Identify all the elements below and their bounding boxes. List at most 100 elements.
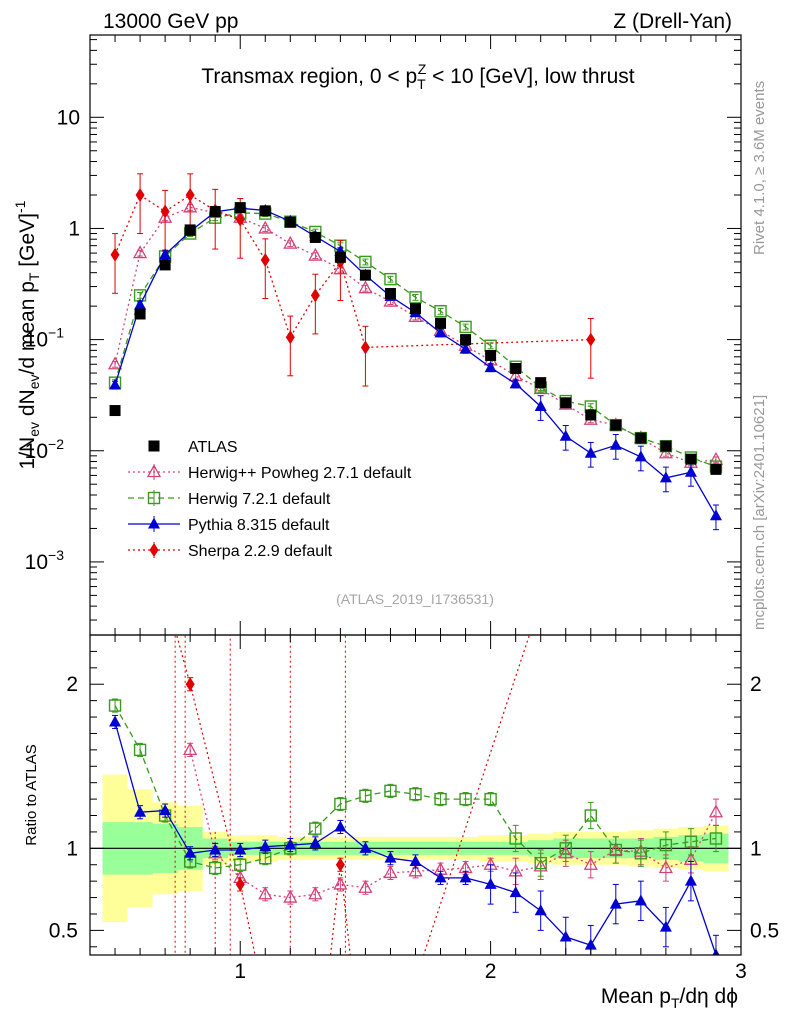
ratio-point-pythia xyxy=(634,894,647,906)
ratio-point-herwigpp xyxy=(283,889,298,903)
ratio-y-tick-label-left: 0.5 xyxy=(49,919,78,942)
ratio-point-pythia xyxy=(109,715,122,727)
point-data xyxy=(159,259,171,271)
ratio-point-herwig7 xyxy=(434,792,447,806)
point-data xyxy=(309,231,321,243)
y-tick-exponent: −1 xyxy=(48,325,64,341)
point-herwig7 xyxy=(359,255,372,269)
ratio-point-pythia xyxy=(209,843,222,855)
ratio-point-pythia xyxy=(234,843,247,855)
point-pythia xyxy=(559,429,572,441)
legend-label: Sherpa 2.2.9 default xyxy=(188,543,333,560)
ratio-point-herwigpp xyxy=(258,886,273,900)
ratio-point-herwig7 xyxy=(208,861,222,875)
y-tick-exponent: −3 xyxy=(48,547,64,563)
ratio-point-pythia xyxy=(509,886,522,898)
point-pythia xyxy=(634,450,647,462)
ratio-point-herwig7 xyxy=(359,789,372,803)
y-tick-label: 10−1 xyxy=(25,325,65,352)
point-data xyxy=(710,463,722,475)
ratio-series-herwigpp xyxy=(183,742,724,905)
ratio-point-herwig7 xyxy=(659,838,673,852)
ratio-clipped xyxy=(90,635,741,955)
legend-marker xyxy=(148,517,160,529)
point-data xyxy=(685,453,697,465)
ratio-point-pythia xyxy=(534,904,547,916)
y-tick-label: 10 xyxy=(57,106,80,129)
point-data xyxy=(585,409,597,421)
ratio-series-sherpa xyxy=(185,677,345,892)
y-tick-base: 10 xyxy=(25,329,48,352)
point-data xyxy=(184,224,196,236)
point-pythia xyxy=(159,248,172,260)
point-data xyxy=(384,287,396,299)
point-pythia xyxy=(484,361,497,373)
ratio-point-herwig7 xyxy=(584,809,597,822)
line-sherpa xyxy=(114,194,591,349)
y-tick-exponent: −2 xyxy=(48,436,64,452)
ratio-point-herwig7 xyxy=(509,832,522,845)
x-tick-label: 1 xyxy=(234,960,246,983)
ratio-y-tick-label-right: 2 xyxy=(750,673,762,696)
ratio-point-pythia xyxy=(609,897,622,909)
point-herwig7 xyxy=(459,320,472,334)
ratio-point-herwigpp xyxy=(358,879,373,893)
point-sherpa xyxy=(110,247,120,262)
series-herwigpp xyxy=(107,199,724,468)
legend-marker xyxy=(149,543,159,557)
ratio-point-herwig7 xyxy=(234,858,247,871)
point-data xyxy=(410,303,421,315)
point-pythia xyxy=(134,298,147,310)
ratio-line-sherpa xyxy=(423,635,531,955)
legend-label: Herwig++ Powheg 2.7.1 default xyxy=(188,465,412,482)
point-data xyxy=(259,205,271,217)
ratio-y-tick-label-right: 0.5 xyxy=(750,919,779,942)
ratio-point-pythia xyxy=(384,851,397,863)
series-sherpa xyxy=(110,173,596,387)
legend-marker xyxy=(147,491,161,505)
ratio-point-herwig7 xyxy=(484,792,497,806)
ratio-point-pythia xyxy=(334,820,347,832)
point-herwig7 xyxy=(434,305,447,318)
line-herwig7 xyxy=(114,212,717,468)
point-herwigpp xyxy=(308,247,323,261)
ratio-point-pythia xyxy=(434,871,447,883)
mcplots-source-label: mcplots.cern.ch [arXiv:2401.10621] xyxy=(751,395,768,630)
legend: ATLAS Herwig++ Powheg 2.7.1 default Herwig… xyxy=(128,439,412,560)
point-pythia xyxy=(509,377,522,389)
ratio-point-pythia xyxy=(309,836,322,848)
ratio-series-pythia xyxy=(109,714,720,955)
ratio-point-pythia xyxy=(484,877,497,889)
ratio-point-herwigpp xyxy=(583,856,598,870)
point-data xyxy=(334,251,346,263)
point-data xyxy=(234,202,246,214)
ratio-point-herwig7 xyxy=(684,835,698,848)
point-pythia xyxy=(609,438,622,450)
point-data xyxy=(485,349,497,361)
ratio-point-pythia xyxy=(459,871,472,883)
ratio-point-pythia xyxy=(159,804,172,816)
point-data xyxy=(610,419,622,431)
ratio-point-herwig7 xyxy=(534,856,547,870)
legend-label: ATLAS xyxy=(188,439,238,456)
point-data xyxy=(560,397,572,409)
x-tick-label: 2 xyxy=(485,960,497,983)
ratio-line-sherpa xyxy=(176,635,256,955)
y-tick-label: 1 xyxy=(68,217,80,240)
ratio-point-pythia xyxy=(284,838,297,850)
point-data xyxy=(460,334,472,346)
point-sherpa xyxy=(135,187,145,202)
point-pythia xyxy=(434,326,447,338)
header-left-label: 13000 GeV pp xyxy=(103,10,238,33)
ratio-point-pythia xyxy=(359,841,372,853)
ratio-point-herwig7 xyxy=(133,743,147,757)
ratio-point-herwig7 xyxy=(108,699,122,712)
ratio-point-herwig7 xyxy=(409,787,422,801)
ratio-point-herwigpp xyxy=(333,876,348,890)
ratio-series-herwig7 xyxy=(108,698,723,877)
point-pythia xyxy=(584,446,597,458)
y-tick-base: 10 xyxy=(25,440,48,463)
legend-entry-herwigpp: Herwig++ Powheg 2.7.1 default xyxy=(128,464,412,482)
ratio-point-herwigpp xyxy=(183,742,198,756)
